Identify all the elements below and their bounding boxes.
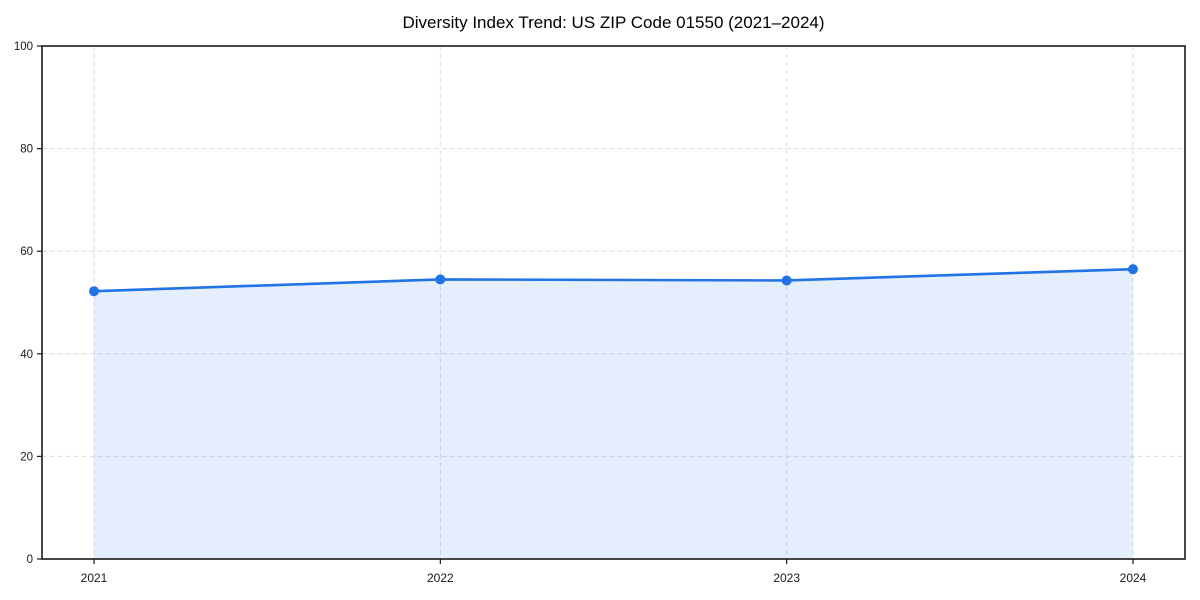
y-tick-label: 0	[27, 554, 33, 566]
y-tick-label: 80	[20, 144, 33, 156]
y-tick-label: 40	[20, 349, 33, 361]
x-tick-label: 2021	[81, 571, 108, 585]
x-tick-label: 2022	[427, 571, 454, 585]
data-point-2022	[435, 274, 446, 285]
series-line	[92, 267, 1135, 293]
axes-spines	[41, 45, 1186, 560]
y-tick-label: 100	[14, 41, 33, 53]
data-point-2024	[1127, 264, 1138, 275]
y-tick-label: 20	[20, 451, 33, 463]
data-point-2021	[89, 286, 100, 297]
chart-title: Diversity Index Trend: US ZIP Code 01550…	[402, 13, 825, 32]
data-point-2023	[781, 275, 792, 286]
x-tick-label: 2024	[1120, 571, 1147, 585]
series-area-fill	[94, 269, 1133, 559]
y-tick-label: 60	[20, 246, 33, 258]
x-tick-label: 2023	[773, 571, 800, 585]
